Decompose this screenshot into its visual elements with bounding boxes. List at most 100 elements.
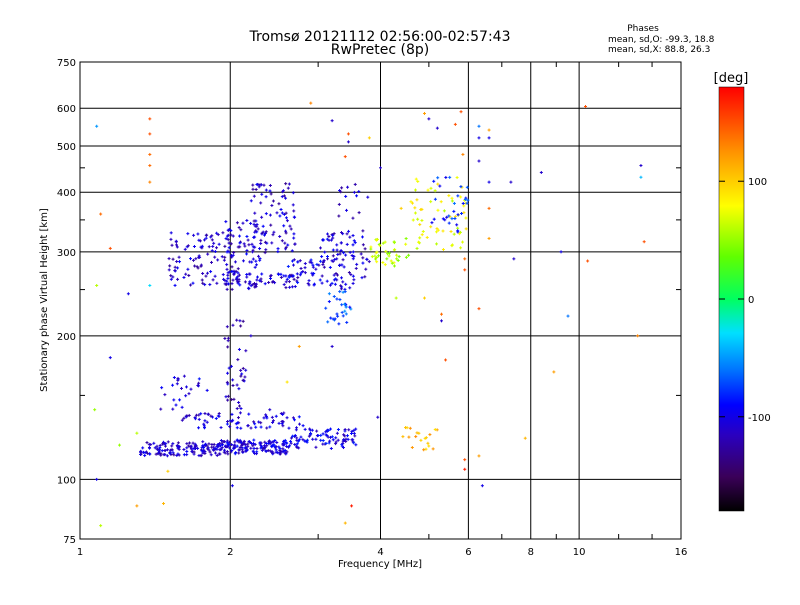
data-point bbox=[160, 449, 164, 453]
data-point bbox=[417, 431, 421, 435]
data-point bbox=[296, 260, 300, 264]
data-point bbox=[309, 432, 313, 436]
y-tick-label: 500 bbox=[57, 142, 76, 153]
data-point bbox=[218, 448, 222, 452]
data-point bbox=[351, 234, 355, 238]
data-point bbox=[383, 240, 387, 244]
data-point bbox=[237, 440, 241, 444]
data-point bbox=[162, 453, 166, 457]
data-point bbox=[263, 240, 267, 244]
data-point bbox=[316, 434, 320, 438]
y-tick-label: 300 bbox=[57, 248, 76, 259]
data-point bbox=[93, 408, 97, 412]
data-point bbox=[344, 253, 348, 257]
data-point bbox=[319, 438, 323, 442]
data-point bbox=[353, 182, 357, 186]
data-point bbox=[225, 250, 229, 254]
data-point bbox=[182, 453, 186, 457]
data-point bbox=[392, 248, 396, 252]
data-point bbox=[223, 451, 227, 455]
data-point bbox=[244, 349, 248, 353]
data-point bbox=[559, 250, 563, 254]
data-point bbox=[239, 324, 243, 328]
data-point bbox=[289, 439, 293, 443]
data-point bbox=[449, 230, 453, 234]
data-point bbox=[237, 278, 241, 282]
data-point bbox=[278, 214, 282, 218]
data-point bbox=[399, 206, 403, 210]
data-point bbox=[452, 201, 456, 205]
data-point bbox=[227, 241, 231, 245]
data-point bbox=[237, 400, 241, 404]
y-axis-ticks: 75 100 200 300 400 500 600 750 bbox=[57, 58, 681, 546]
data-point bbox=[435, 428, 439, 432]
data-point bbox=[159, 407, 163, 411]
data-point bbox=[177, 453, 181, 457]
data-point bbox=[459, 246, 463, 250]
data-point bbox=[222, 277, 226, 281]
data-point bbox=[333, 317, 337, 321]
colorbar-tick-label: 0 bbox=[748, 295, 754, 306]
data-point bbox=[253, 245, 257, 249]
data-point bbox=[293, 434, 297, 438]
data-point bbox=[210, 249, 214, 253]
data-point bbox=[453, 215, 457, 219]
data-point bbox=[283, 440, 287, 444]
data-point bbox=[324, 433, 328, 437]
data-point bbox=[238, 234, 242, 238]
data-point bbox=[460, 185, 464, 189]
data-point bbox=[165, 448, 169, 452]
data-point bbox=[225, 234, 229, 238]
data-point bbox=[255, 224, 259, 228]
data-point bbox=[247, 412, 251, 416]
data-point bbox=[193, 264, 197, 268]
data-point bbox=[255, 275, 259, 279]
data-point bbox=[262, 183, 266, 187]
data-point bbox=[265, 241, 269, 245]
data-point bbox=[200, 449, 204, 453]
data-point bbox=[200, 246, 204, 250]
data-point bbox=[268, 183, 272, 187]
data-point bbox=[223, 255, 227, 259]
data-point bbox=[436, 228, 440, 232]
data-point bbox=[213, 249, 217, 253]
data-point bbox=[274, 450, 278, 454]
data-point bbox=[250, 242, 254, 246]
data-point bbox=[210, 443, 214, 447]
data-point bbox=[240, 444, 244, 448]
data-point bbox=[374, 251, 378, 255]
data-point bbox=[369, 247, 373, 251]
data-point bbox=[298, 273, 302, 277]
colorbar-tick-label: 100 bbox=[748, 177, 767, 188]
data-point bbox=[334, 442, 338, 446]
data-point bbox=[248, 440, 252, 444]
data-point bbox=[229, 229, 233, 233]
data-point bbox=[310, 261, 314, 265]
data-point bbox=[344, 305, 348, 309]
data-point bbox=[205, 444, 209, 448]
data-point bbox=[407, 253, 411, 257]
data-point bbox=[271, 280, 275, 284]
data-point bbox=[292, 215, 296, 219]
data-point bbox=[255, 182, 259, 186]
data-point bbox=[285, 450, 289, 454]
data-point bbox=[376, 415, 380, 419]
data-point bbox=[436, 176, 440, 180]
data-point bbox=[227, 227, 231, 231]
data-point bbox=[261, 224, 265, 228]
data-point bbox=[207, 448, 211, 452]
data-point bbox=[461, 240, 465, 244]
data-point bbox=[273, 444, 277, 448]
data-point bbox=[343, 287, 347, 291]
data-point bbox=[395, 257, 399, 261]
data-point bbox=[197, 381, 201, 385]
data-point bbox=[209, 453, 213, 457]
data-point bbox=[361, 229, 365, 233]
data-point bbox=[232, 251, 236, 255]
data-point bbox=[185, 446, 189, 450]
data-point bbox=[216, 414, 220, 418]
data-point bbox=[284, 286, 288, 290]
grid bbox=[80, 62, 681, 539]
data-point bbox=[143, 454, 147, 458]
data-point bbox=[152, 441, 156, 445]
